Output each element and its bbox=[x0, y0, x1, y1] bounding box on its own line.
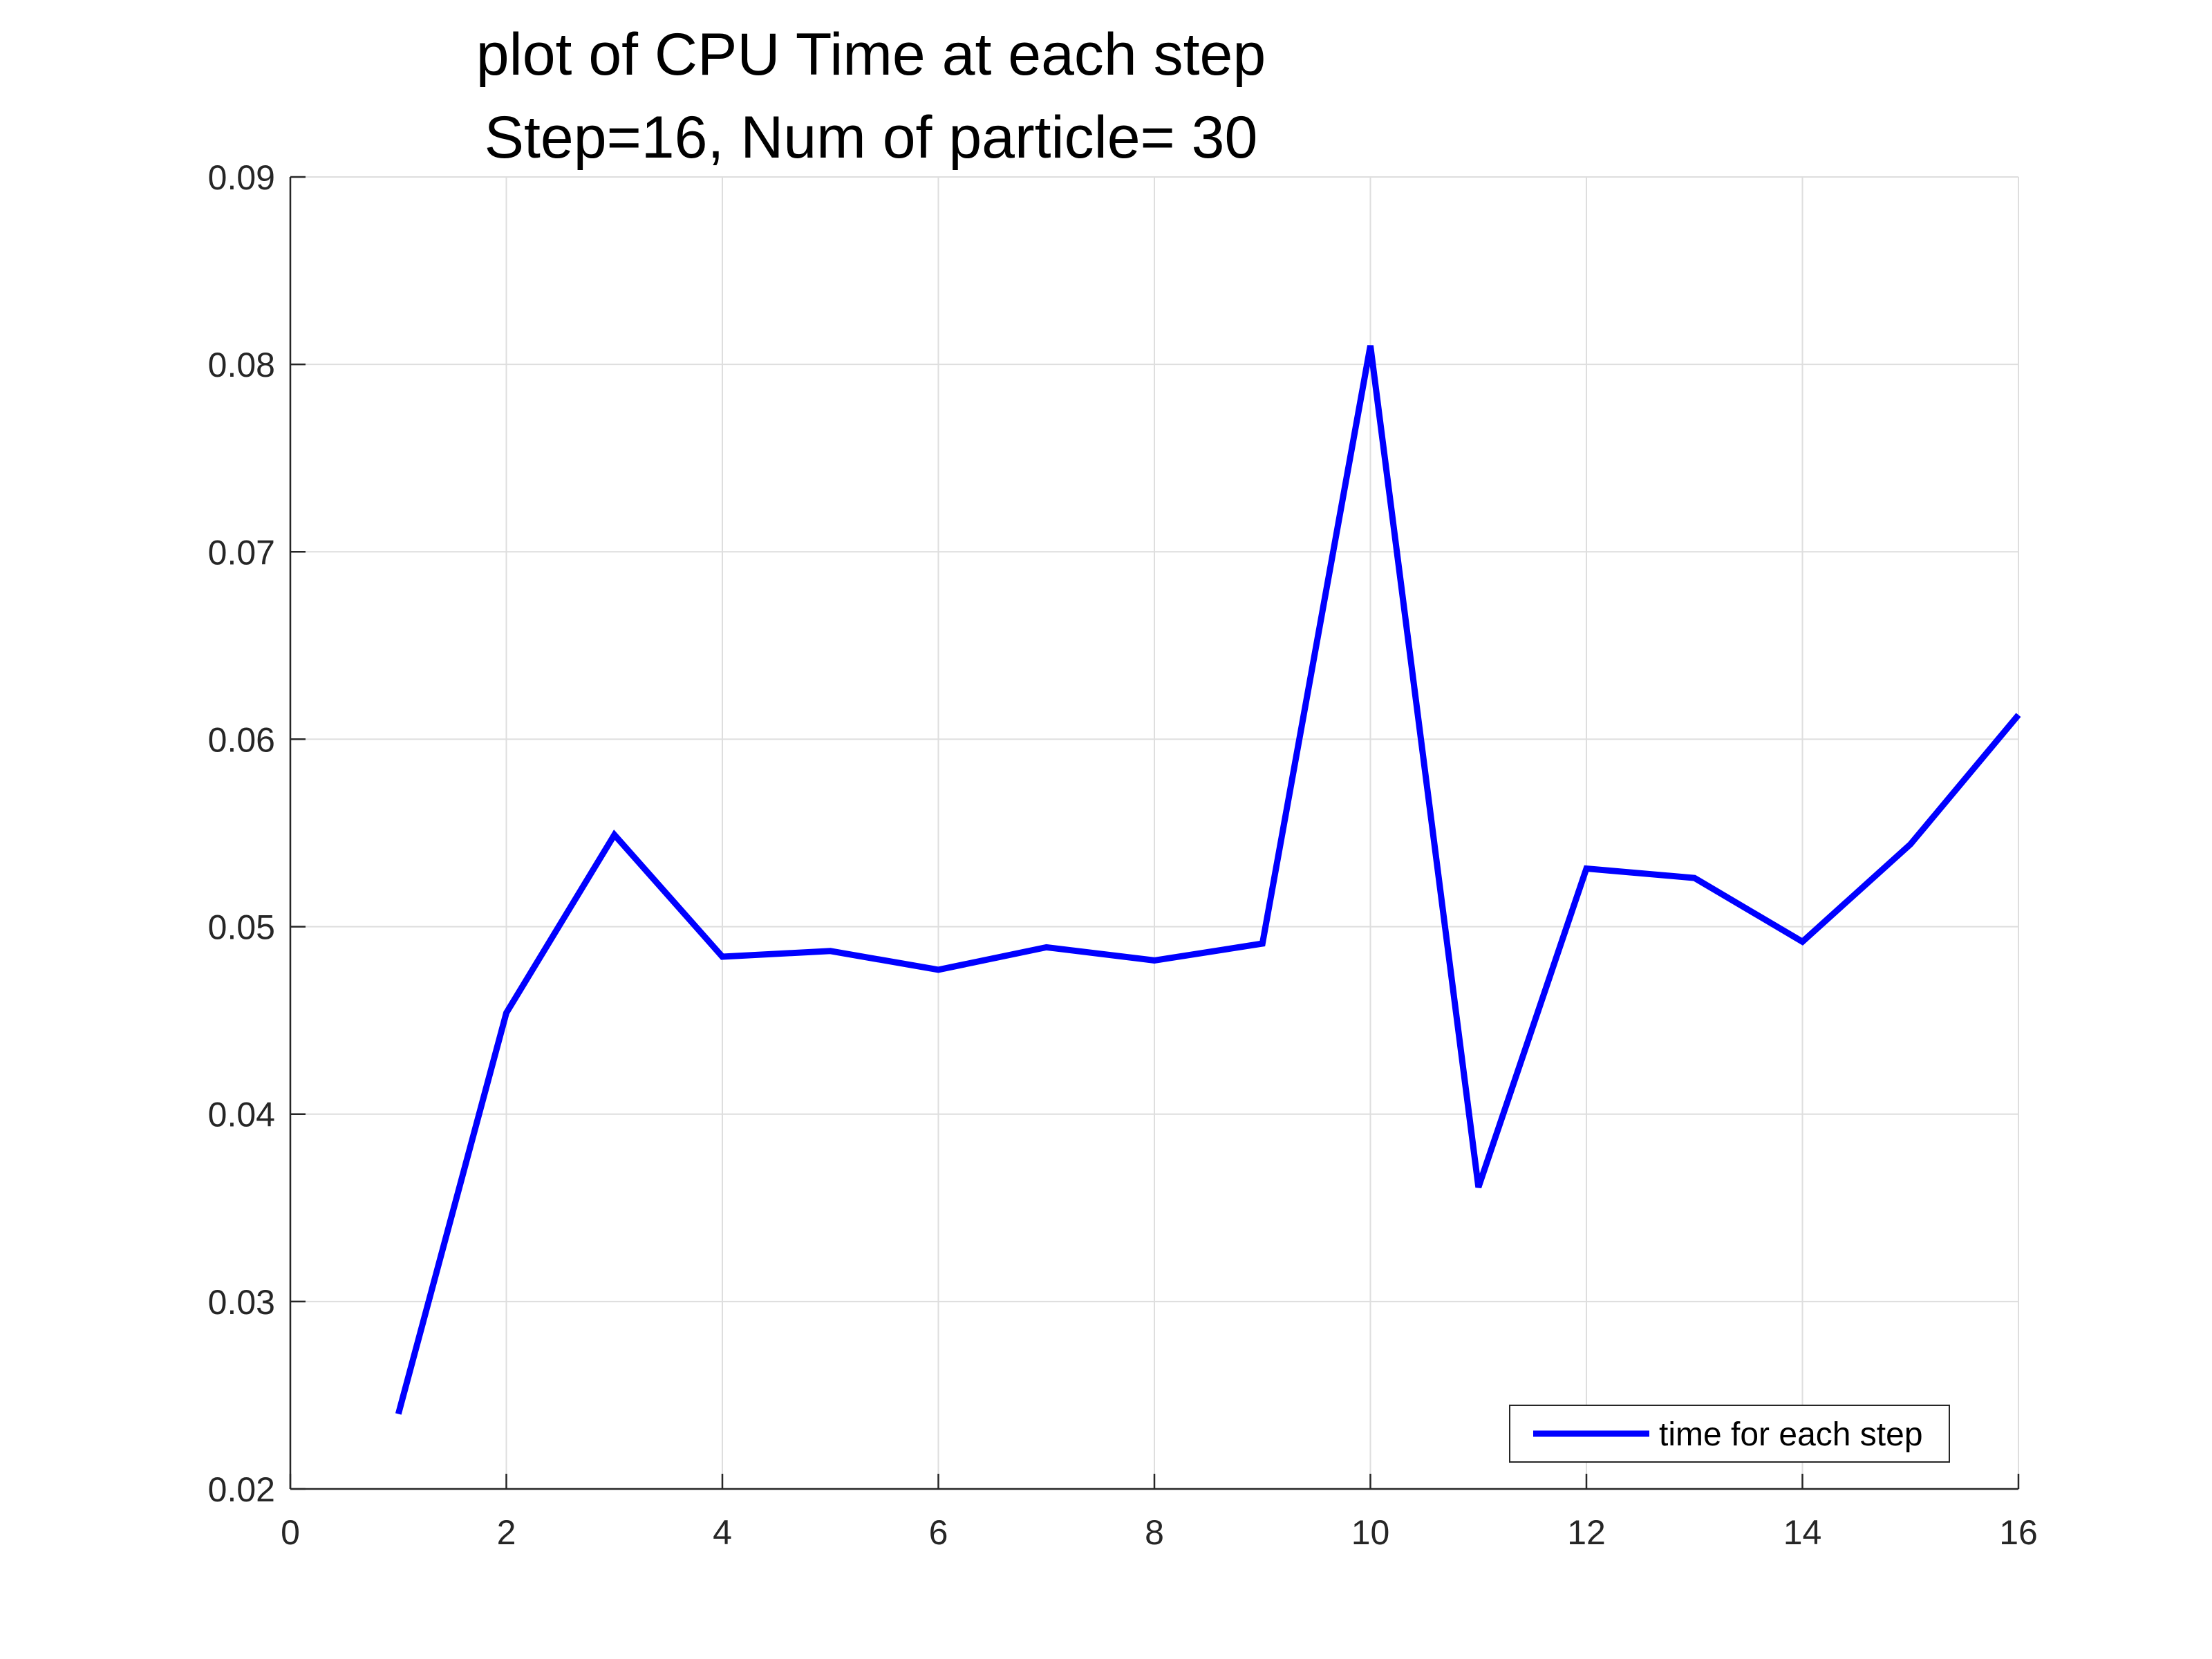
x-tick-label-4: 8 bbox=[1145, 1513, 1164, 1552]
x-tick-label-0: 0 bbox=[281, 1513, 300, 1552]
series-line-0 bbox=[395, 345, 2021, 1415]
x-tick-label-8: 16 bbox=[1999, 1513, 2038, 1552]
x-tick-label-6: 12 bbox=[1567, 1513, 1606, 1552]
x-tick-label-1: 2 bbox=[497, 1513, 516, 1552]
legend-label: time for each step bbox=[1659, 1416, 1923, 1453]
y-tick-label-3: 0.05 bbox=[208, 908, 275, 947]
data-point-3 bbox=[614, 834, 615, 835]
data-series bbox=[395, 345, 2021, 1415]
y-tick-label-4: 0.06 bbox=[208, 720, 275, 759]
y-tick-label-7: 0.09 bbox=[208, 158, 275, 197]
grid bbox=[290, 176, 2019, 1490]
y-tick-label-6: 0.08 bbox=[208, 346, 275, 384]
y-tick-label-0: 0.02 bbox=[208, 1470, 275, 1509]
x-axis-ticks: 0 2 4 6 8 10 12 14 16 bbox=[281, 1474, 2038, 1552]
data-point-13 bbox=[1694, 878, 1695, 879]
data-point-6 bbox=[938, 969, 939, 970]
y-tick-label-2: 0.04 bbox=[208, 1096, 275, 1134]
x-tick-label-2: 4 bbox=[713, 1513, 732, 1552]
y-axis-ticks: 0.02 0.03 0.04 0.05 0.06 0.07 0.08 0.09 bbox=[208, 158, 306, 1509]
data-point-11 bbox=[1478, 1187, 1479, 1188]
x-tick-label-5: 10 bbox=[1351, 1513, 1390, 1552]
chart-title-line-1: plot of CPU Time at each step bbox=[476, 21, 1266, 88]
data-point-9 bbox=[1262, 943, 1263, 944]
data-point-5 bbox=[830, 950, 831, 951]
data-point-8 bbox=[1154, 960, 1155, 961]
x-tick-label-7: 14 bbox=[1783, 1513, 1822, 1552]
data-point-12 bbox=[1586, 868, 1587, 869]
data-point-14 bbox=[1802, 941, 1803, 942]
legend: time for each step bbox=[1509, 1405, 1950, 1463]
y-tick-label-1: 0.03 bbox=[208, 1283, 275, 1322]
data-point-15 bbox=[1910, 844, 1911, 845]
data-point-4 bbox=[722, 956, 723, 957]
data-point-7 bbox=[1046, 947, 1047, 948]
chart-title-line-2: Step=16, Num of particle= 30 bbox=[485, 104, 1258, 171]
y-tick-label-5: 0.07 bbox=[208, 533, 275, 572]
x-tick-label-3: 6 bbox=[929, 1513, 948, 1552]
